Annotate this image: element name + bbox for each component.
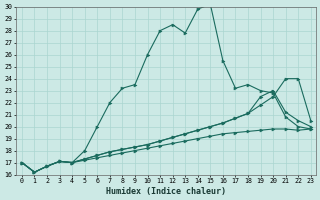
X-axis label: Humidex (Indice chaleur): Humidex (Indice chaleur) <box>106 187 226 196</box>
